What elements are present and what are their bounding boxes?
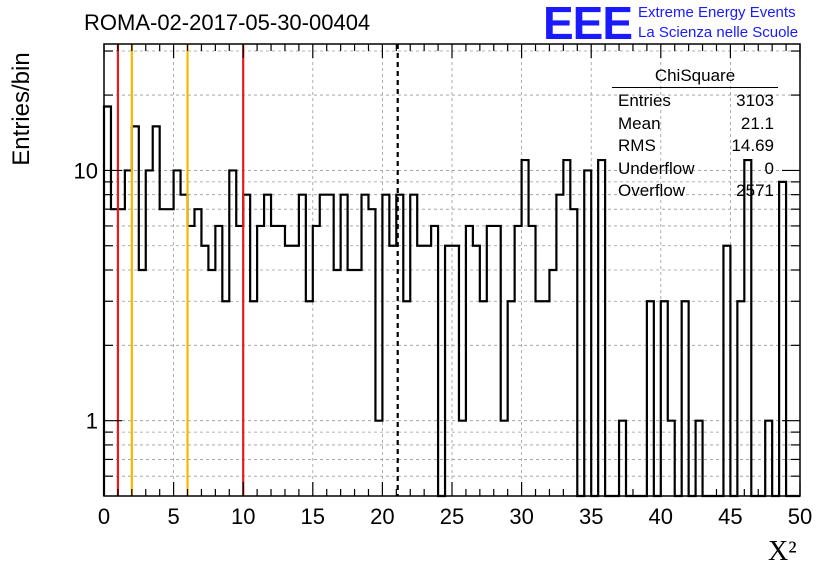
stats-value: 3103 xyxy=(736,91,774,110)
histogram-bin xyxy=(201,246,208,496)
stats-row: Underflow 0 xyxy=(612,158,778,181)
histogram-bin xyxy=(480,301,487,496)
stats-label: Entries xyxy=(618,91,671,110)
x-tick-label: 50 xyxy=(788,504,812,529)
stats-row: RMS 14.69 xyxy=(612,135,778,158)
histogram-bin xyxy=(536,301,543,496)
histogram-bin xyxy=(542,301,549,496)
stats-row: Mean 21.1 xyxy=(612,113,778,136)
logo-line-1: Extreme Energy Events xyxy=(638,4,796,21)
histogram-bin xyxy=(160,209,167,496)
x-tick-label: 35 xyxy=(579,504,603,529)
stats-label: Overflow xyxy=(618,181,686,200)
histogram-bin xyxy=(174,170,181,496)
histogram-bin xyxy=(306,301,313,496)
histogram-bin xyxy=(563,160,570,496)
x-tick-label: 0 xyxy=(98,504,110,529)
stats-value: 21.1 xyxy=(740,113,774,133)
stats-row: Overflow 2571 xyxy=(612,180,778,203)
histogram-bin xyxy=(334,270,341,496)
stats-value: 14.69 xyxy=(731,136,774,155)
histogram-bin xyxy=(417,246,424,496)
stats-value: 2571 xyxy=(736,181,774,200)
histogram-bin xyxy=(278,226,285,496)
stats-box: ChiSquare Entries 3103 Mean 21.1 RMS 14.69 … xyxy=(612,66,778,203)
y-tick-label: 1 xyxy=(86,409,98,434)
tick-labels: 0 5 10 15 20 25 30 35 40 45 50 1 10 xyxy=(74,158,813,529)
eee-logo: EEE xyxy=(543,0,633,49)
histogram-bin xyxy=(271,226,278,496)
x-tick-label: 15 xyxy=(301,504,325,529)
x-tick-label: 25 xyxy=(440,504,464,529)
histogram-bin xyxy=(403,301,410,496)
stats-row: Entries 3103 xyxy=(612,90,778,113)
x-tick-label: 10 xyxy=(231,504,255,529)
stats-value: 0 xyxy=(764,158,774,178)
axis-ticks xyxy=(103,44,801,496)
histogram-bin xyxy=(285,246,292,496)
histogram-bin xyxy=(194,209,201,496)
histogram-bin xyxy=(424,246,431,496)
x-tick-label: 20 xyxy=(370,504,394,529)
stats-label: Mean xyxy=(618,113,661,133)
x-tick-label: 40 xyxy=(649,504,673,529)
histogram-bin xyxy=(549,270,556,496)
histogram-bin xyxy=(250,301,257,496)
x-tick-label: 30 xyxy=(509,504,533,529)
logo-line-2: La Scienza nelle Scuole xyxy=(638,24,799,41)
histogram-bin xyxy=(139,270,146,496)
x-axis-label: X² xyxy=(768,536,797,567)
histogram-bin xyxy=(389,246,396,496)
histogram-bin xyxy=(167,209,174,496)
stats-label: RMS xyxy=(618,136,656,155)
histogram-bin xyxy=(208,270,215,496)
histogram-bin xyxy=(222,301,229,496)
x-tick-label: 45 xyxy=(718,504,742,529)
stats-title: ChiSquare xyxy=(612,66,778,88)
histogram-bin xyxy=(348,270,355,496)
histogram-bin xyxy=(292,246,299,496)
x-tick-label: 5 xyxy=(167,504,179,529)
y-tick-label: 10 xyxy=(74,158,98,183)
histogram-bin xyxy=(355,270,362,496)
y-axis-label: Entries/bin xyxy=(8,52,35,166)
run-title: ROMA-02-2017-05-30-00404 xyxy=(84,10,371,35)
stats-label: Underflow xyxy=(618,158,695,178)
